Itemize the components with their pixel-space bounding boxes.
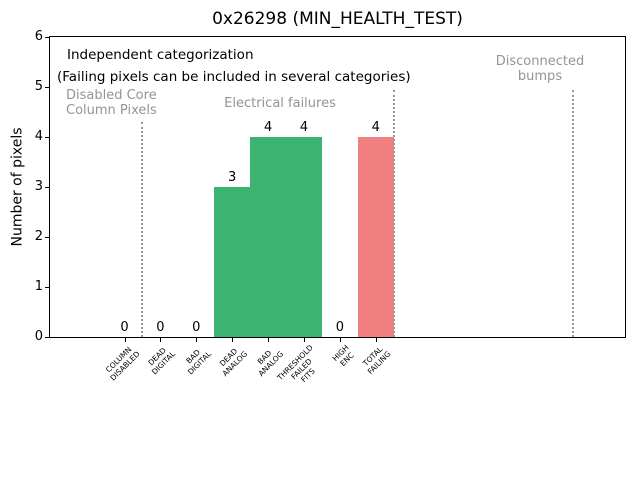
chart-title: 0x26298 (MIN_HEALTH_TEST) xyxy=(212,9,463,29)
bar xyxy=(286,137,322,337)
bar-value-label: 3 xyxy=(228,170,237,185)
bar-value-label: 0 xyxy=(192,320,201,335)
x-tick-mark xyxy=(304,338,305,342)
x-tick-mark xyxy=(232,338,234,342)
region-label-disabled-core-column-pixels: Disabled Core Column Pixels xyxy=(66,88,157,118)
x-tick-mark xyxy=(124,338,126,342)
plot-area: 0 0 0 3 4 4 0 4 Independent categorization (Fai… xyxy=(49,36,626,338)
bar-value-label: 4 xyxy=(371,120,380,135)
bar-value-label: 0 xyxy=(335,320,345,335)
x-tick-mark xyxy=(268,338,270,342)
x-tick-mark xyxy=(196,338,198,342)
region-separator-line xyxy=(572,90,575,337)
x-tick-label: COLUMN DISABLED xyxy=(103,344,142,383)
bar-value-label: 0 xyxy=(120,320,129,335)
x-tick-label: DEAD DIGITAL xyxy=(146,345,178,377)
x-tick-label: DEAD ANALOG xyxy=(217,346,249,379)
bar xyxy=(357,137,394,337)
x-tick-label: TOTAL FAILING xyxy=(361,344,393,377)
x-tick-mark xyxy=(375,338,377,342)
x-tick-label: HIGH ENC xyxy=(330,343,356,369)
y-axis-label-container: Number of pixels xyxy=(4,37,32,337)
x-tick-label: BAD ANALOG xyxy=(255,348,285,379)
bar-value-label: 4 xyxy=(299,120,309,135)
bar xyxy=(250,137,287,337)
bar-value-label: 0 xyxy=(156,320,165,335)
x-tick-mark xyxy=(339,338,341,342)
annotation-independent-categorization: Independent categorization xyxy=(67,47,254,63)
bar-value-label: 4 xyxy=(263,120,273,135)
region-separator-line xyxy=(392,90,395,337)
region-label-electrical-failures: Electrical failures xyxy=(224,96,336,111)
region-separator-line xyxy=(141,122,144,337)
x-tick-mark xyxy=(160,338,162,342)
x-tick-label: BAD DIGITAL xyxy=(184,347,214,377)
bar xyxy=(214,187,251,337)
x-tick-label: THRESHOLD FAILED FITS xyxy=(275,343,317,385)
region-label-disconnected-bumps: Disconnected bumps xyxy=(495,54,585,84)
y-axis-label: Number of pixels xyxy=(10,127,26,247)
annotation-failing-pixels-note: (Failing pixels can be included in sever… xyxy=(57,69,411,85)
